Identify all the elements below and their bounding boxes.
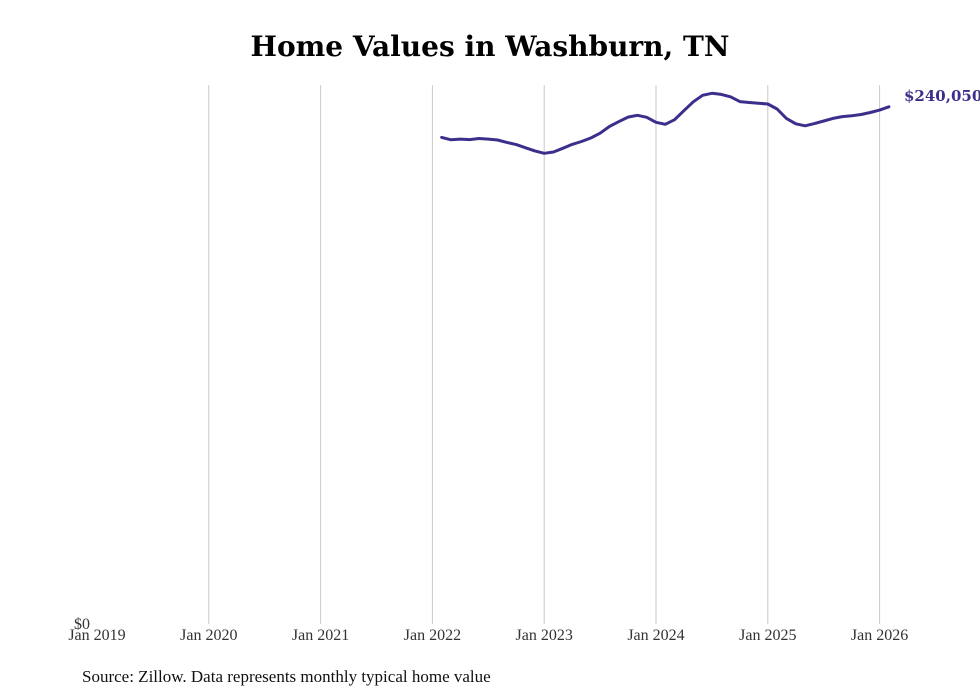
x-tick-label: Jan 2020 xyxy=(180,627,237,644)
source-note: Source: Zillow. Data represents monthly … xyxy=(82,667,491,686)
gridlines xyxy=(208,85,881,624)
x-tick-label: Jan 2025 xyxy=(739,627,796,644)
x-axis-ticks: Jan 2019 Jan 2020 Jan 2021 Jan 2022 Jan 2023… xyxy=(68,627,908,644)
x-tick-label: Jan 2021 xyxy=(292,627,349,644)
chart-title: Home Values in Washburn, TN xyxy=(250,30,730,63)
x-tick-label: Jan 2019 xyxy=(68,627,125,644)
y-tick-label: $0 xyxy=(74,616,90,633)
x-tick-label: Jan 2026 xyxy=(851,627,908,644)
x-tick-label: Jan 2024 xyxy=(627,627,684,644)
x-tick-label: Jan 2022 xyxy=(404,627,461,644)
x-tick-label: Jan 2023 xyxy=(516,627,573,644)
series-line xyxy=(440,91,891,155)
end-value-label: $240,050 xyxy=(904,87,980,105)
